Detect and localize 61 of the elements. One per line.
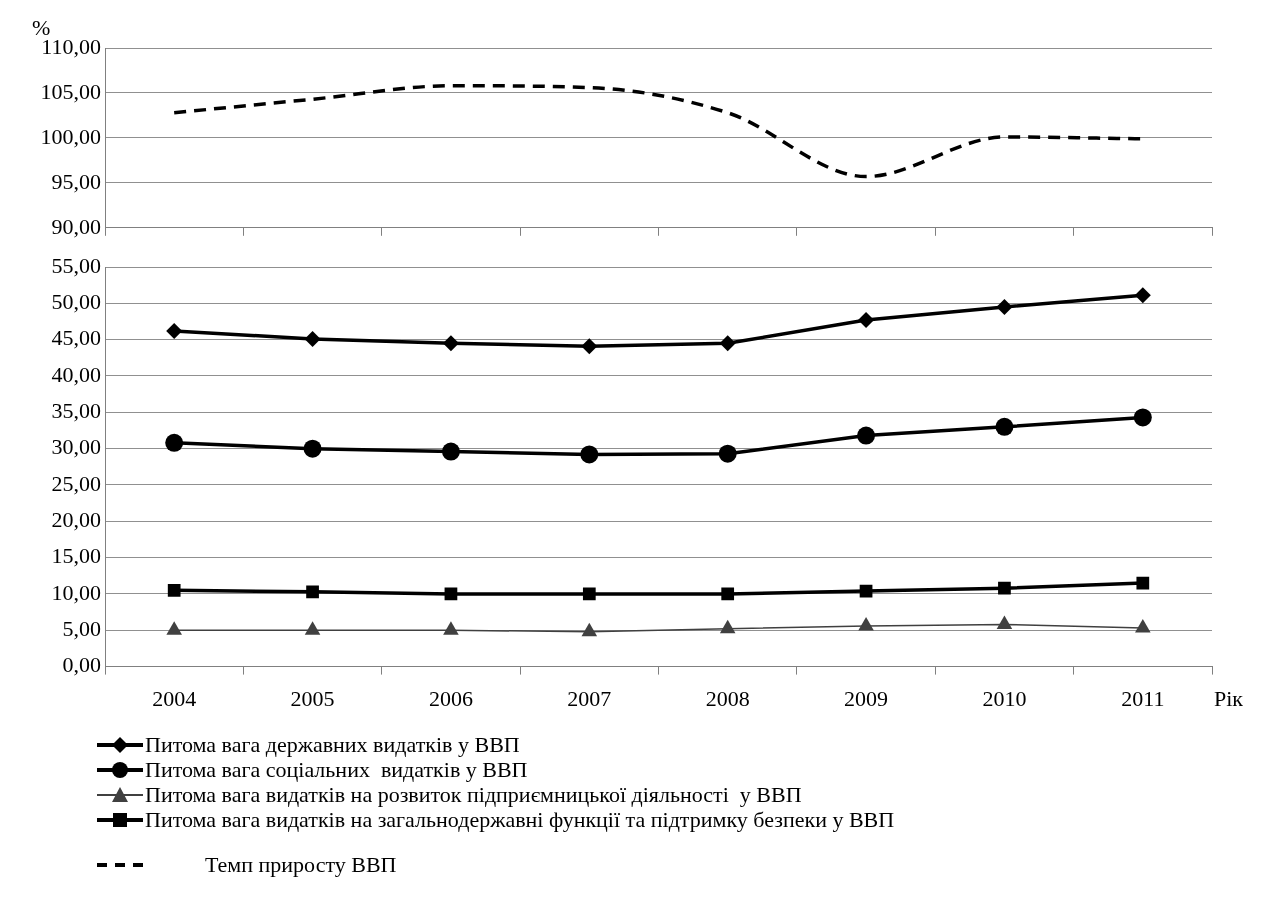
y-axis-title: % (32, 14, 51, 40)
x-tick-label: 2004 (152, 685, 197, 711)
y-tick-label: 95,00 (51, 168, 101, 194)
point (582, 587, 596, 601)
point (996, 615, 1013, 629)
y-tick-label: 30,00 (51, 434, 101, 460)
point (1135, 619, 1151, 633)
point (1134, 287, 1151, 304)
y-tick-label: 100,00 (40, 123, 101, 149)
x-tick-label: 2007 (567, 685, 612, 711)
y-tick-label: 25,00 (51, 470, 101, 496)
point (719, 619, 736, 634)
point (303, 439, 322, 458)
x-tick-label: 2005 (290, 685, 335, 711)
legend-label: Питома вага державних видатків у ВВП (145, 731, 520, 758)
point (580, 445, 599, 464)
x-tick-label: 2008 (705, 685, 750, 711)
point (858, 616, 874, 631)
y-tick-label: 45,00 (51, 325, 101, 351)
point (581, 622, 598, 637)
point (721, 587, 735, 601)
legend-label: Питома вага видатків на розвиток підприємницької діяльності у ВВП (145, 781, 802, 808)
legend-label: Питома вага видатків на загальнодержавні функції та підтримку безпеки у ВВП (145, 806, 895, 833)
legend-label: Питома вага соціальних видатків у ВВП (145, 756, 528, 783)
y-tick-label: 55,00 (51, 252, 101, 278)
x-tick-label: 2009 (844, 685, 889, 711)
point (304, 330, 321, 347)
point (442, 335, 459, 352)
point (995, 417, 1014, 436)
point (1136, 576, 1150, 590)
point (443, 621, 459, 635)
y-tick-label: 35,00 (51, 398, 101, 424)
y-tick-label: 40,00 (51, 361, 101, 387)
point (1133, 408, 1152, 427)
y-tick-label: 0,00 (62, 652, 101, 678)
y-tick-label: 90,00 (51, 213, 101, 239)
point (858, 312, 875, 329)
y-tick-label: 10,00 (51, 579, 101, 605)
point (718, 444, 737, 463)
point (581, 338, 598, 355)
point (167, 583, 181, 597)
y-tick-label: 15,00 (51, 543, 101, 569)
x-tick-label: 2006 (428, 685, 473, 711)
point (441, 442, 460, 461)
text: Темп приросту ВВП (205, 851, 397, 878)
point (996, 298, 1013, 315)
point (166, 621, 182, 635)
y-tick-label: 50,00 (51, 289, 101, 315)
point (306, 585, 319, 599)
point (998, 581, 1011, 595)
x-axis-title: Рік (1214, 686, 1244, 712)
point (165, 433, 184, 452)
x-tick-label: 2011 (1121, 685, 1165, 711)
y-tick-label: 5,00 (62, 616, 101, 642)
point (166, 322, 183, 339)
x-tick-label: 2010 (982, 685, 1027, 711)
point (857, 426, 876, 445)
y-tick-label: 20,00 (51, 507, 101, 533)
y-tick-label: 105,00 (40, 78, 101, 104)
point (304, 621, 321, 635)
point (719, 335, 736, 352)
